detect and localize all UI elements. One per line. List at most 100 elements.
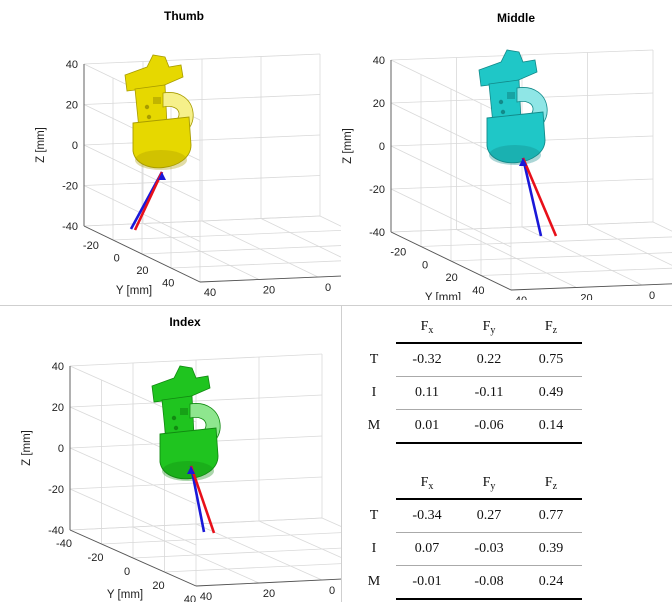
screw-hole	[500, 109, 506, 115]
table-row: M -0.01 -0.08 0.24	[352, 565, 582, 600]
table-row: I 0.07 -0.03 0.39	[352, 532, 582, 566]
row-label: T	[369, 351, 379, 367]
y-tick-label: 20	[446, 272, 458, 284]
z-tick-label: 0	[72, 140, 78, 152]
grid-line	[260, 218, 341, 258]
force-vector-blue	[189, 465, 206, 533]
y-tick-label: -20	[390, 246, 406, 258]
corner-cell	[352, 312, 396, 343]
y-axis-line	[390, 231, 512, 291]
force-vector-red	[133, 171, 164, 231]
finger-model	[478, 49, 548, 165]
z-axis-label: Z [mm]	[35, 127, 47, 163]
x-axis-line	[510, 283, 672, 291]
axes-box	[83, 53, 341, 283]
grid-line	[195, 523, 323, 581]
y-axis-line	[69, 529, 197, 587]
z-tick-label: 40	[373, 55, 385, 67]
finger-slot	[507, 92, 515, 99]
table-row: T -0.32 0.22 0.75	[352, 343, 582, 377]
z-tick-label: 20	[52, 402, 64, 414]
row-label: M	[367, 574, 381, 590]
table-cell: 0.22	[458, 343, 520, 377]
fingertip-shadow	[162, 461, 214, 481]
fingertip-shadow	[489, 145, 541, 165]
column-header: Fz	[520, 312, 582, 344]
panel-title: Index	[169, 315, 201, 329]
y-tick-label: -40	[56, 538, 72, 550]
force-table-2: Fx Fy Fz T -0.34 0.27 0.77 I 0.07 -0.03 …	[352, 468, 582, 600]
y-tick-label: 40	[184, 594, 196, 602]
finger-top-block	[478, 49, 538, 87]
y-tick-label: 0	[114, 253, 120, 265]
finger-slot	[180, 408, 188, 415]
table-row: T -0.34 0.27 0.77	[352, 499, 582, 533]
grid-line	[652, 221, 672, 232]
table-cell: 0.11	[396, 376, 458, 410]
force-vector-red	[521, 157, 558, 237]
x-tick-label: 20	[263, 285, 275, 297]
grid-line	[420, 236, 672, 247]
finger-model	[124, 54, 194, 170]
table-cell: -0.11	[458, 376, 520, 410]
y-tick-label: 40	[472, 285, 484, 297]
z-axis-label: Z [mm]	[342, 128, 354, 164]
force-table-1: Fx Fy Fz T -0.32 0.22 0.75 I 0.11 -0.11 …	[352, 312, 582, 444]
y-axis-label: Y [mm]	[116, 285, 152, 297]
screw-hole	[146, 114, 152, 120]
y-tick-label: -20	[83, 240, 99, 252]
y-tick-label: 20	[136, 265, 148, 277]
y-tick-label: 20	[152, 580, 164, 592]
grid-line	[450, 252, 672, 262]
grid-line	[480, 267, 672, 276]
x-tick-label: 40	[515, 295, 527, 300]
z-tick-label: -40	[48, 525, 64, 537]
column-header: Fy	[458, 312, 520, 344]
grid-line	[201, 220, 319, 278]
table-cell: -0.01	[396, 565, 458, 600]
z-tick-label: 40	[66, 59, 78, 71]
table-cell: 0.24	[520, 565, 582, 600]
y-tick-label: 0	[124, 566, 130, 578]
arrowhead	[187, 466, 195, 474]
grid-line	[141, 245, 341, 255]
table-cell: 0.39	[520, 532, 582, 566]
divider	[0, 305, 672, 306]
corner-cell	[352, 468, 396, 499]
row-label: T	[369, 507, 379, 523]
table-row: I 0.11 -0.11 0.49	[352, 376, 582, 410]
screw-hole	[173, 425, 179, 431]
y-tick-label: -20	[88, 552, 104, 564]
z-tick-label: 20	[66, 100, 78, 112]
force-vectors	[519, 157, 558, 237]
grid-line	[112, 229, 341, 241]
z-tick-label: -20	[48, 484, 64, 496]
axes-box	[390, 49, 672, 291]
table-cell: 0.01	[396, 409, 458, 444]
x-tick-label: 20	[580, 293, 592, 301]
force-vector-blue	[521, 157, 543, 237]
grid-line	[170, 260, 341, 269]
column-header: Fx	[396, 312, 458, 344]
fingertip-shadow	[135, 150, 187, 170]
table-cell: 0.07	[396, 532, 458, 566]
grid-line	[321, 517, 341, 527]
x-axis-line	[199, 275, 341, 283]
z-tick-label: 0	[58, 443, 64, 455]
divider	[341, 305, 342, 602]
x-axis-line	[195, 578, 341, 587]
z-tick-label: 20	[373, 98, 385, 110]
force-vector-red	[189, 465, 216, 534]
grid-line	[164, 563, 341, 573]
row-label: I	[371, 541, 377, 556]
table-cell: -0.08	[458, 565, 520, 600]
panel-title: Thumb	[164, 9, 204, 23]
grid-line	[587, 224, 672, 266]
column-header: Fz	[520, 468, 582, 500]
x-tick-label: 40	[204, 287, 216, 299]
grid-line	[258, 520, 341, 558]
finger-top-block	[151, 365, 211, 403]
x-tick-label: 0	[325, 282, 331, 294]
